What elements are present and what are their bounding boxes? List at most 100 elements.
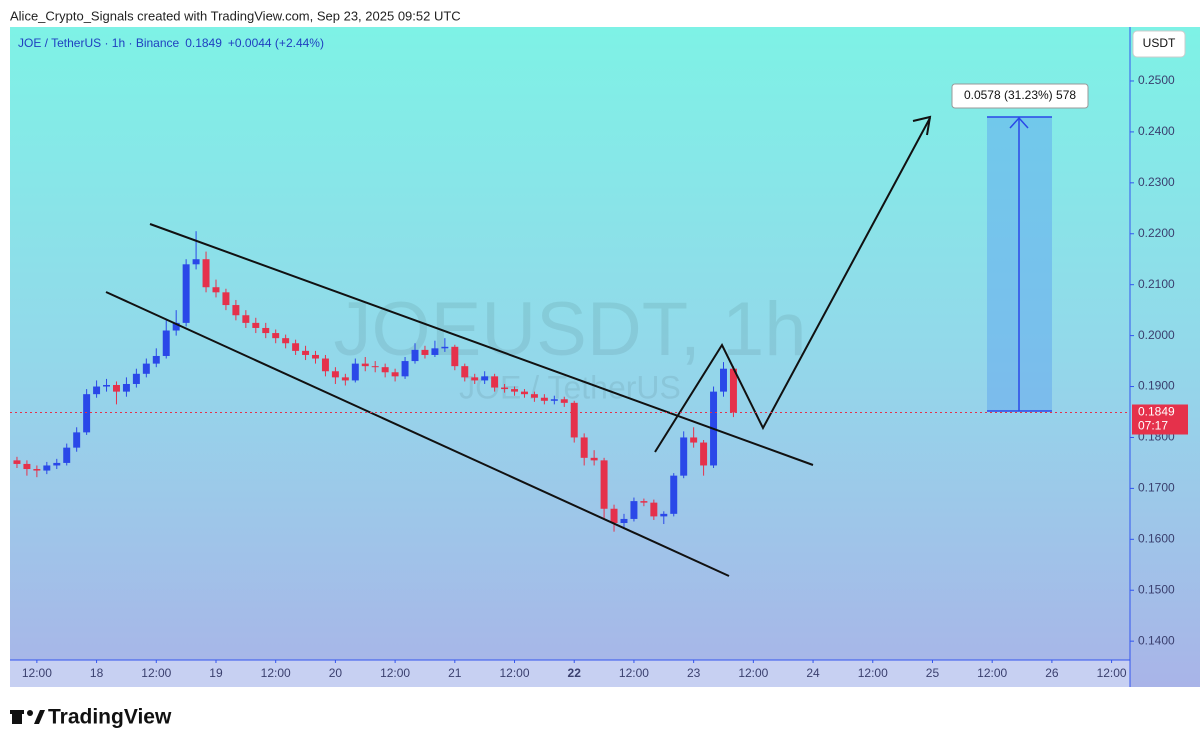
candle-body <box>361 363 369 367</box>
y-tick-label: 0.2200 <box>1138 226 1175 240</box>
logo-mark <box>12 710 22 724</box>
candle-body <box>421 349 429 355</box>
candle-body <box>13 460 21 464</box>
candle-body <box>580 437 588 458</box>
candle-body <box>23 463 31 470</box>
candle-body <box>620 518 628 524</box>
watermark-symbol: JOEUSDT, 1h <box>333 287 806 372</box>
candle-body <box>103 385 111 387</box>
candle-body <box>660 513 668 517</box>
candle-body <box>53 462 61 466</box>
y-tick-label: 0.1900 <box>1138 379 1175 393</box>
candle-body <box>729 368 737 413</box>
legend: JOE / TetherUS · 1h · Binance 0.1849 +0.00… <box>18 36 324 50</box>
logo-mark <box>34 710 45 724</box>
y-tick-label: 0.1500 <box>1138 582 1175 596</box>
candle-body <box>570 402 578 438</box>
candle-body <box>302 350 310 355</box>
currency: USDT <box>1143 36 1176 50</box>
logo-mark <box>10 710 24 714</box>
candle-body <box>63 447 71 463</box>
x-tick-label: 12:00 <box>22 666 52 680</box>
chart-background <box>10 27 1200 687</box>
candle-body <box>560 399 568 403</box>
candle-body <box>461 366 469 378</box>
candle-body <box>212 287 220 293</box>
candle-body <box>33 469 41 471</box>
last-price-label: 0.1849 <box>1138 405 1175 419</box>
arrow-head <box>912 115 932 136</box>
candle-body <box>391 372 399 377</box>
x-tick-label: 25 <box>926 666 940 680</box>
candle-body <box>590 457 598 461</box>
y-tick-label: 0.2400 <box>1138 124 1175 138</box>
candle-body <box>222 292 230 306</box>
projection-label-box <box>951 83 1089 109</box>
x-tick-label: 20 <box>329 666 343 680</box>
x-tick-label: 12:00 <box>1097 666 1127 680</box>
x-axis-band <box>10 660 1130 687</box>
candle-body <box>471 377 479 381</box>
candle-body <box>351 363 359 381</box>
candle-body <box>292 343 300 351</box>
candle-body <box>501 387 509 390</box>
credit: Alice_Crypto_Signals created with Tradin… <box>10 8 461 23</box>
x-tick-label: 22 <box>568 666 582 680</box>
candle-body <box>232 305 240 316</box>
candle-body <box>262 327 270 334</box>
candle-body <box>550 399 558 401</box>
x-tick-label: 12:00 <box>858 666 888 680</box>
legend-price: 0.1849 <box>185 36 222 50</box>
x-tick-label: 12:00 <box>380 666 410 680</box>
candle-body <box>192 259 200 265</box>
candle-body <box>670 475 678 514</box>
x-tick-label: 26 <box>1045 666 1059 680</box>
candle-body <box>312 354 319 359</box>
candle-body <box>152 355 160 364</box>
candle-body <box>43 465 51 471</box>
y-tick-label: 0.2500 <box>1138 73 1175 87</box>
candle-body <box>481 376 489 381</box>
candle-body <box>630 501 638 519</box>
last-price-tag <box>1132 404 1188 435</box>
candle-body <box>371 366 379 368</box>
candle-body <box>93 386 101 395</box>
projection-path <box>654 117 931 453</box>
x-tick-label: 12:00 <box>738 666 768 680</box>
candle-body <box>530 394 538 398</box>
legend-title: JOE / TetherUS · 1h · Binance <box>18 36 180 50</box>
candle-body <box>700 442 708 466</box>
candle-body <box>720 368 727 392</box>
countdown: 07:17 <box>1138 419 1168 433</box>
candle-body <box>122 383 130 392</box>
candle-body <box>162 330 170 356</box>
x-tick-label: 12:00 <box>500 666 530 680</box>
x-tick-label: 12:00 <box>261 666 291 680</box>
candle-body <box>491 376 499 388</box>
candle-body <box>341 377 349 381</box>
candle-body <box>431 348 439 355</box>
candle-body <box>252 322 260 328</box>
projection-arrow-head <box>1009 116 1029 129</box>
candle-body <box>172 322 180 331</box>
candle-body <box>520 391 528 395</box>
currency-box <box>1132 30 1186 58</box>
candle-body <box>242 315 250 323</box>
candle-body <box>73 432 81 448</box>
legend-change: +0.0044 (+2.44%) <box>228 36 324 50</box>
y-tick-label: 0.2300 <box>1138 175 1175 189</box>
candle-body <box>272 333 280 339</box>
candle-body <box>321 358 329 372</box>
x-tick-label: 12:00 <box>619 666 649 680</box>
candle-body <box>401 361 409 377</box>
logo-mark <box>27 710 33 716</box>
x-tick-label: 19 <box>209 666 223 680</box>
candle-body <box>690 437 698 443</box>
y-tick-label: 0.1700 <box>1138 481 1175 495</box>
x-tick-label: 12:00 <box>977 666 1007 680</box>
y-tick-label: 0.1400 <box>1138 633 1175 647</box>
logo: TradingView <box>10 706 172 729</box>
candle-body <box>202 259 210 288</box>
x-tick-label: 21 <box>448 666 462 680</box>
logo-text: TradingView <box>48 706 172 729</box>
